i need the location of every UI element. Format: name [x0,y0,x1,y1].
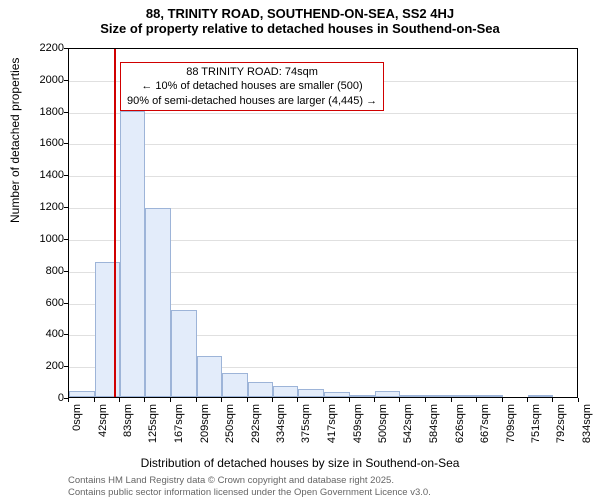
y-tick-mark [64,239,68,240]
x-tick-label: 417sqm [326,404,338,454]
histogram-bar [452,395,477,397]
y-tick-mark [64,366,68,367]
x-tick-mark [425,398,426,402]
y-tick-mark [64,48,68,49]
x-tick-label: 292sqm [250,404,262,454]
x-tick-label: 125sqm [147,404,159,454]
annotation-line3: 90% of semi-detached houses are larger (… [127,94,377,108]
x-tick-mark [527,398,528,402]
y-tick-label: 800 [24,265,64,277]
x-tick-label: 834sqm [581,404,593,454]
histogram-bar [400,395,426,397]
x-tick-mark [374,398,375,402]
histogram-bar [350,395,375,397]
y-tick-mark [64,334,68,335]
chart-title-sub: Size of property relative to detached ho… [0,21,600,40]
x-tick-mark [272,398,273,402]
x-tick-mark [349,398,350,402]
annotation-line2: ← 10% of detached houses are smaller (50… [127,79,377,93]
y-tick-label: 200 [24,360,64,372]
x-tick-mark [578,398,579,402]
attribution-line1: Contains HM Land Registry data © Crown c… [68,475,431,486]
x-tick-label: 83sqm [122,404,134,454]
chart-title-main: 88, TRINITY ROAD, SOUTHEND-ON-SEA, SS2 4… [0,0,600,21]
x-tick-mark [196,398,197,402]
x-tick-mark [68,398,69,402]
histogram-bar [145,208,171,397]
y-tick-mark [64,303,68,304]
x-tick-label: 626sqm [454,404,466,454]
x-tick-label: 792sqm [555,404,567,454]
histogram-bar [248,382,274,397]
y-tick-label: 1200 [24,201,64,213]
x-tick-mark [247,398,248,402]
x-tick-mark [502,398,503,402]
x-tick-mark [94,398,95,402]
x-tick-mark [221,398,222,402]
histogram-bar [298,389,324,397]
histogram-bar [528,395,553,397]
x-tick-mark [451,398,452,402]
histogram-bar [477,395,503,397]
x-tick-label: 250sqm [224,404,236,454]
x-tick-label: 459sqm [352,404,364,454]
y-tick-mark [64,143,68,144]
histogram-bar [324,392,350,397]
annotation-box: 88 TRINITY ROAD: 74sqm ← 10% of detached… [120,62,384,111]
histogram-bar [426,395,452,397]
x-tick-mark [476,398,477,402]
x-tick-mark [119,398,120,402]
y-tick-label: 0 [24,392,64,404]
y-axis-label: Number of detached properties [8,58,22,223]
y-tick-label: 400 [24,328,64,340]
histogram-bar [273,386,298,397]
x-tick-label: 375sqm [300,404,312,454]
y-tick-label: 2200 [24,42,64,54]
y-tick-label: 1600 [24,137,64,149]
y-tick-mark [64,112,68,113]
x-tick-label: 584sqm [428,404,440,454]
histogram-bar [171,310,197,398]
x-tick-mark [297,398,298,402]
y-tick-label: 2000 [24,74,64,86]
histogram-bar [120,111,146,397]
x-tick-label: 709sqm [505,404,517,454]
x-tick-mark [170,398,171,402]
x-tick-mark [552,398,553,402]
attribution-line2: Contains public sector information licen… [68,487,431,498]
y-tick-label: 1000 [24,233,64,245]
x-tick-mark [399,398,400,402]
histogram-bar [197,356,222,397]
y-tick-mark [64,207,68,208]
x-tick-label: 167sqm [173,404,185,454]
x-tick-label: 542sqm [402,404,414,454]
x-tick-mark [144,398,145,402]
y-tick-label: 1400 [24,169,64,181]
x-tick-label: 209sqm [199,404,211,454]
y-tick-mark [64,175,68,176]
y-tick-mark [64,80,68,81]
marker-line [114,49,116,397]
x-tick-label: 0sqm [71,404,83,454]
x-tick-label: 500sqm [377,404,389,454]
x-tick-label: 334sqm [275,404,287,454]
y-tick-mark [64,271,68,272]
x-tick-label: 751sqm [530,404,542,454]
annotation-line1: 88 TRINITY ROAD: 74sqm [127,65,377,79]
histogram-bar [69,391,95,397]
y-tick-label: 600 [24,297,64,309]
x-tick-label: 667sqm [479,404,491,454]
x-tick-mark [323,398,324,402]
histogram-bar [375,391,401,397]
attribution: Contains HM Land Registry data © Crown c… [68,475,431,498]
x-axis-label: Distribution of detached houses by size … [0,456,600,470]
histogram-bar [222,373,248,397]
y-tick-label: 1800 [24,106,64,118]
x-tick-label: 42sqm [97,404,109,454]
